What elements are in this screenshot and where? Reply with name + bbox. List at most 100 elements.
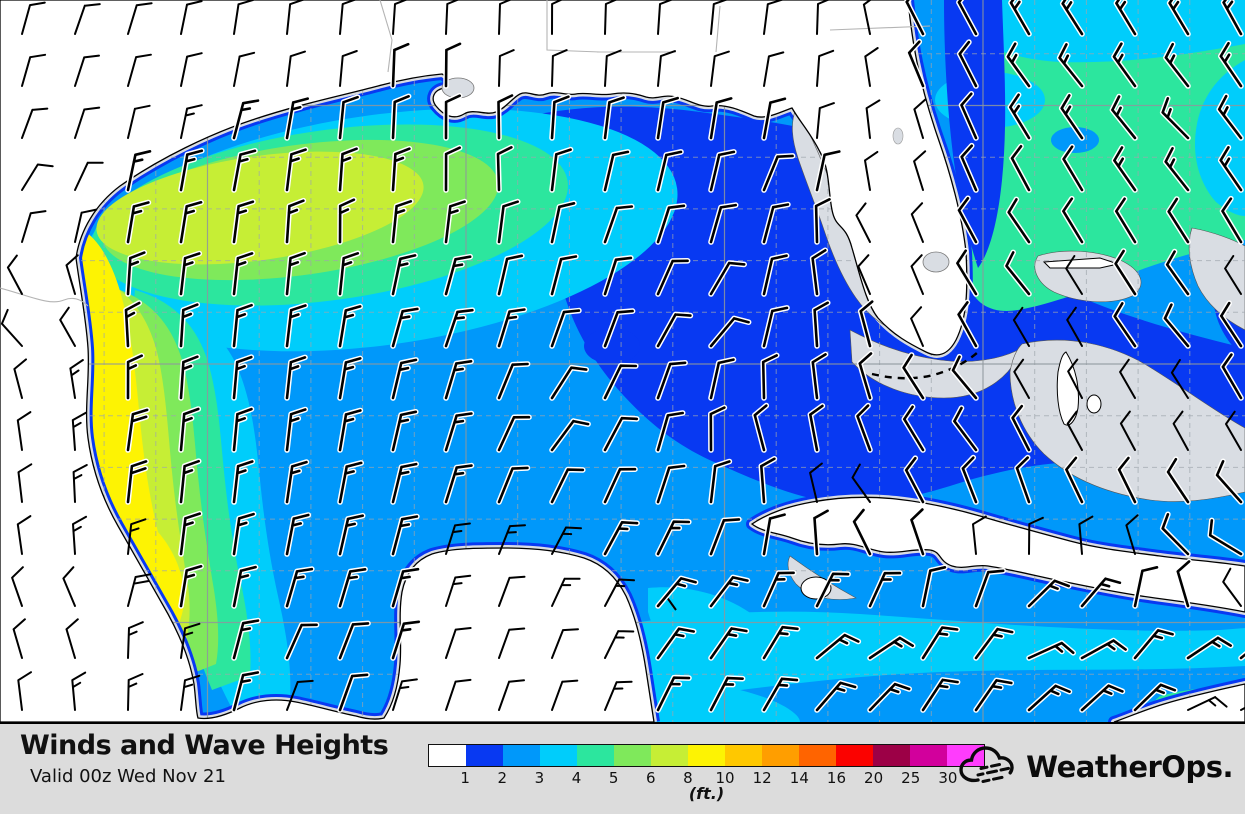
wind-barb bbox=[16, 515, 32, 555]
wind-barb bbox=[445, 678, 472, 711]
wind-barb bbox=[655, 463, 687, 505]
wave-height-wind-map bbox=[0, 0, 1245, 722]
wind-barb bbox=[1026, 683, 1073, 713]
wind-barb bbox=[1003, 249, 1032, 297]
wind-barb bbox=[1220, 0, 1244, 37]
wind-barb bbox=[760, 352, 780, 401]
wind-barb bbox=[337, 355, 364, 401]
wind-barb bbox=[950, 353, 979, 401]
wind-barb bbox=[816, 49, 835, 87]
wind-barb bbox=[178, 458, 202, 505]
wind-barb bbox=[125, 352, 145, 401]
wind-barb bbox=[231, 148, 258, 193]
wind-barb bbox=[1009, 403, 1032, 453]
wind-barb bbox=[233, 0, 254, 35]
legend-tick: 1 bbox=[460, 769, 470, 787]
wind-barb bbox=[960, 454, 979, 505]
wind-barb bbox=[604, 49, 622, 87]
wind-barb bbox=[443, 410, 475, 453]
wind-barb bbox=[180, 0, 203, 35]
wind-barb bbox=[809, 462, 823, 503]
wind-barb bbox=[956, 195, 979, 245]
wind-barb bbox=[1111, 144, 1138, 193]
wind-barb bbox=[551, 628, 579, 659]
wind-barb bbox=[390, 41, 411, 89]
wind-barb bbox=[763, 51, 785, 87]
wave-height-legend: 1 2 3 4 5 6 8 10 12 14 16 20 25 30 (ft.) bbox=[428, 744, 985, 814]
wind-barb bbox=[71, 671, 87, 711]
wind-barb bbox=[1078, 515, 1094, 555]
wind-barb bbox=[551, 577, 581, 607]
wind-barb bbox=[21, 53, 47, 87]
wind-barb bbox=[390, 409, 419, 453]
wind-barb bbox=[495, 144, 515, 193]
wind-barb bbox=[178, 199, 204, 245]
wind-barb bbox=[72, 464, 88, 503]
wind-barb bbox=[284, 512, 312, 557]
wind-barb bbox=[65, 254, 79, 295]
wind-barb bbox=[954, 247, 979, 297]
wind-barb bbox=[180, 622, 201, 659]
wind-barb bbox=[498, 627, 526, 659]
wind-barb bbox=[973, 568, 1006, 609]
wind-barb bbox=[752, 402, 770, 453]
wind-barb bbox=[178, 147, 205, 193]
wind-barb bbox=[231, 198, 256, 245]
wind-barb bbox=[602, 308, 636, 349]
wind-barb bbox=[445, 574, 472, 607]
wind-barb bbox=[708, 149, 737, 193]
wind-barb bbox=[903, 0, 926, 37]
wind-barb bbox=[920, 564, 948, 609]
wind-barb bbox=[761, 676, 800, 713]
wind-barb bbox=[814, 148, 843, 193]
wind-barb bbox=[445, 627, 472, 659]
wind-barb bbox=[495, 92, 515, 141]
wind-barb bbox=[1007, 92, 1032, 141]
wind-barb bbox=[71, 411, 87, 451]
wind-barb bbox=[816, 102, 835, 139]
wind-barb bbox=[390, 252, 418, 297]
wind-barb bbox=[127, 518, 147, 555]
legend-color-segment bbox=[799, 745, 836, 766]
wind-barb bbox=[443, 144, 463, 193]
wind-barb bbox=[125, 407, 150, 453]
wind-barb bbox=[761, 252, 790, 297]
wind-barb bbox=[655, 203, 687, 245]
wind-barb bbox=[1225, 410, 1242, 451]
wind-barb bbox=[851, 463, 871, 503]
wind-barb bbox=[549, 466, 586, 505]
wind-barb bbox=[655, 626, 697, 661]
wind-barb bbox=[178, 353, 201, 401]
wind-barb bbox=[809, 247, 829, 297]
legend-color-segment bbox=[503, 745, 540, 766]
wind-barb bbox=[498, 575, 526, 607]
wind-barb bbox=[1214, 458, 1244, 505]
wind-barb bbox=[1005, 40, 1032, 89]
wind-barb bbox=[1172, 410, 1189, 451]
wind-barb bbox=[1218, 300, 1244, 349]
wind-barb bbox=[69, 359, 84, 399]
wind-barb bbox=[496, 361, 531, 401]
wind-barb bbox=[958, 142, 979, 193]
wind-barb bbox=[549, 253, 579, 297]
wind-barb bbox=[708, 516, 742, 557]
wind-barb bbox=[1026, 640, 1076, 661]
wind-barb bbox=[1163, 41, 1191, 89]
wind-barb bbox=[1028, 516, 1044, 555]
wind-barb bbox=[231, 302, 255, 349]
wind-barb bbox=[337, 460, 364, 505]
wind-barb bbox=[1056, 41, 1085, 89]
wind-barb bbox=[851, 507, 873, 557]
wind-barb bbox=[125, 249, 148, 297]
wind-barb bbox=[1079, 575, 1123, 609]
wind-barb bbox=[392, 0, 409, 35]
wind-barb bbox=[390, 306, 421, 349]
wind-barb bbox=[910, 306, 924, 347]
wind-barb bbox=[390, 566, 421, 609]
wind-barb bbox=[854, 402, 873, 453]
wind-barb bbox=[602, 255, 634, 297]
wind-barb bbox=[814, 571, 851, 609]
wind-barb bbox=[390, 357, 419, 401]
wind-barb bbox=[1065, 255, 1083, 295]
wind-barb bbox=[231, 354, 255, 401]
